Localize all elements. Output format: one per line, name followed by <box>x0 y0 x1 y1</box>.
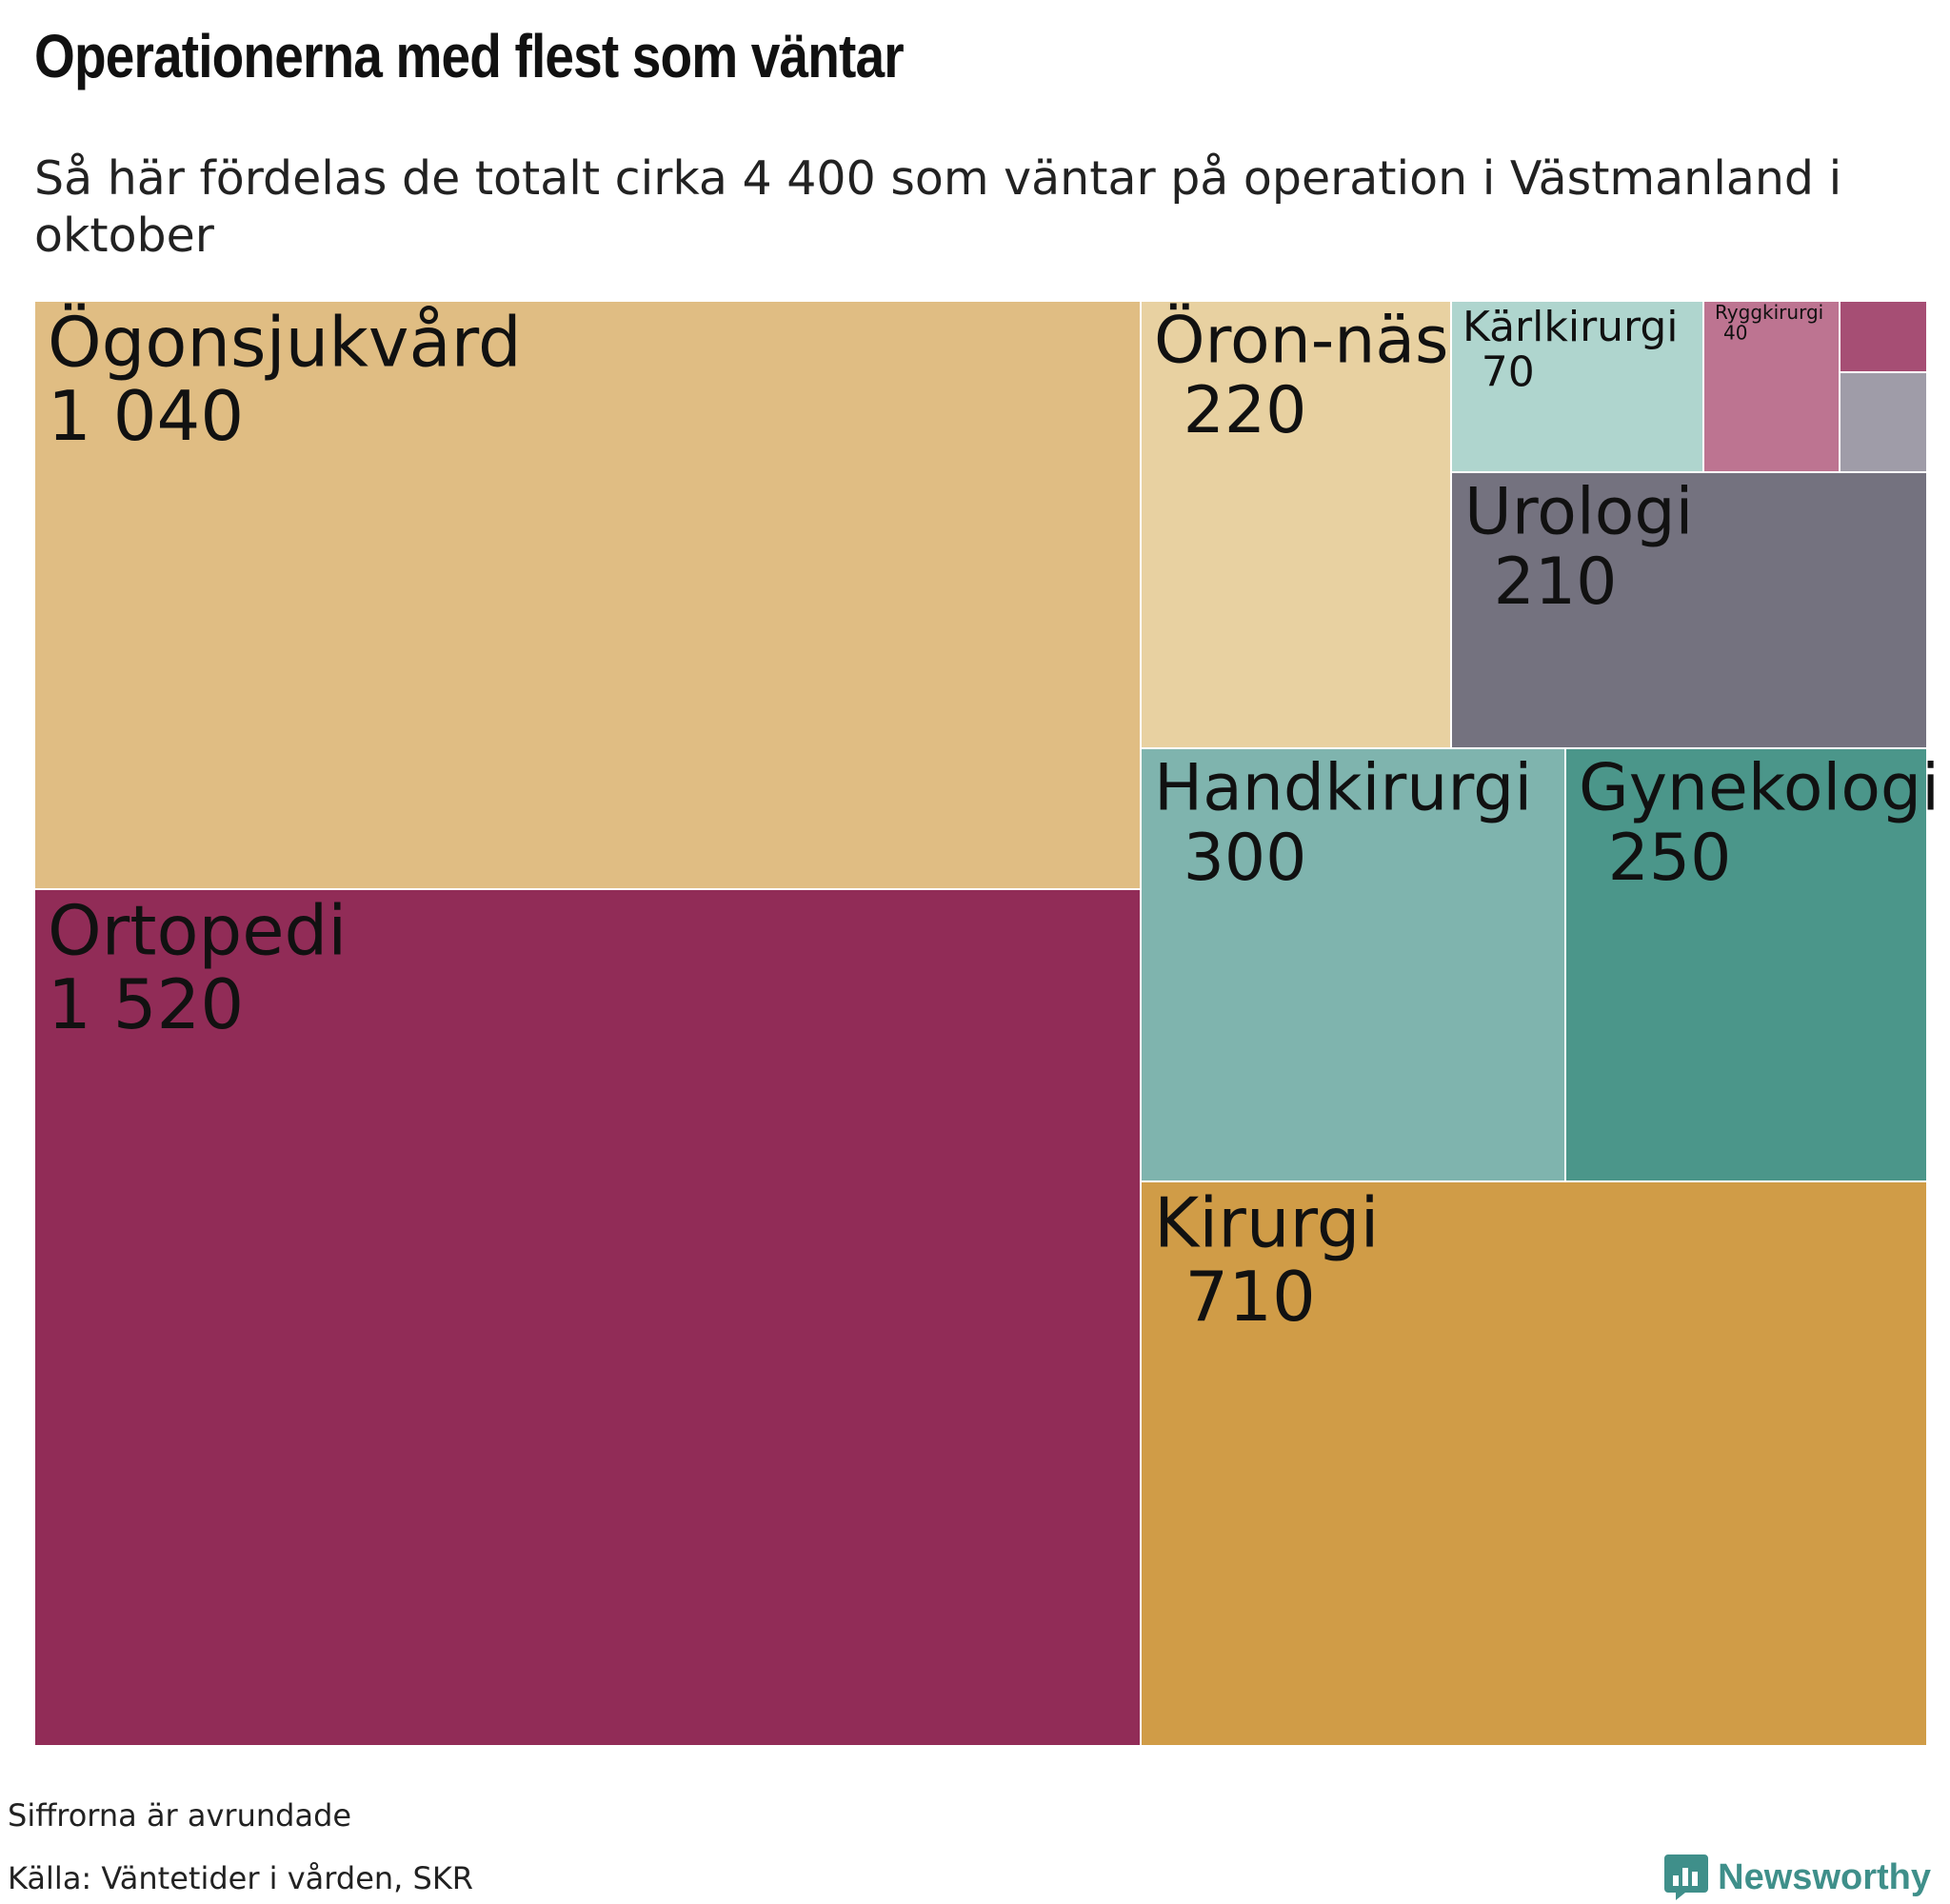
treemap-rect <box>1839 371 1928 473</box>
treemap-rect <box>1564 747 1928 1182</box>
source-note: Källa: Väntetider i vården, SKR <box>8 1860 474 1896</box>
brand-logo: Newsworthy <box>1664 1853 1931 1902</box>
treemap-rect <box>1702 300 1841 473</box>
treemap-label-value: 300 <box>1184 821 1307 896</box>
treemap-label-value: 40 <box>1723 322 1747 345</box>
treemap-label-value: 250 <box>1608 821 1732 896</box>
treemap-label-name: Urologi <box>1464 475 1693 550</box>
treemap-label-value: 210 <box>1494 545 1618 620</box>
footnote: Siffrorna är avrundade <box>8 1797 352 1834</box>
treemap-label-name: Handkirurgi <box>1154 751 1532 826</box>
treemap-label-value: 220 <box>1184 373 1307 448</box>
treemap-rect <box>1839 300 1928 373</box>
brand-name: Newsworthy <box>1718 1856 1931 1897</box>
treemap-label-name: Kärlkirurgi <box>1462 303 1679 351</box>
treemap-label-value: 70 <box>1482 347 1535 396</box>
treemap-rect <box>1140 747 1566 1182</box>
treemap-label-value: 1 520 <box>48 964 244 1044</box>
treemap-rect <box>1450 300 1704 473</box>
treemap-label-name: Ryggkirurgi <box>1715 301 1823 324</box>
treemap-label-name: Kirurgi <box>1154 1182 1380 1262</box>
chart-title: Operationerna med flest som väntar <box>34 22 905 90</box>
treemap-cell-unlabeled-10 <box>1839 371 1928 473</box>
treemap-label-value: 1 040 <box>48 376 244 456</box>
treemap-rect <box>1140 300 1452 749</box>
treemap-label-name: Gynekologi <box>1579 751 1940 826</box>
treemap-label-value: 710 <box>1184 1257 1315 1337</box>
bar-chart-speech-bubble-icon <box>1664 1854 1709 1900</box>
treemap-cell-unlabeled-9 <box>1839 300 1928 373</box>
treemap-label-name: Ögonsjukvård <box>48 302 522 382</box>
treemap-rect <box>1140 1180 1928 1747</box>
treemap-rect <box>33 300 1142 890</box>
chart-subtitle: Så här fördelas de totalt cirka 4 400 so… <box>34 151 1842 263</box>
treemap-label-name: Ortopedi <box>48 890 347 970</box>
